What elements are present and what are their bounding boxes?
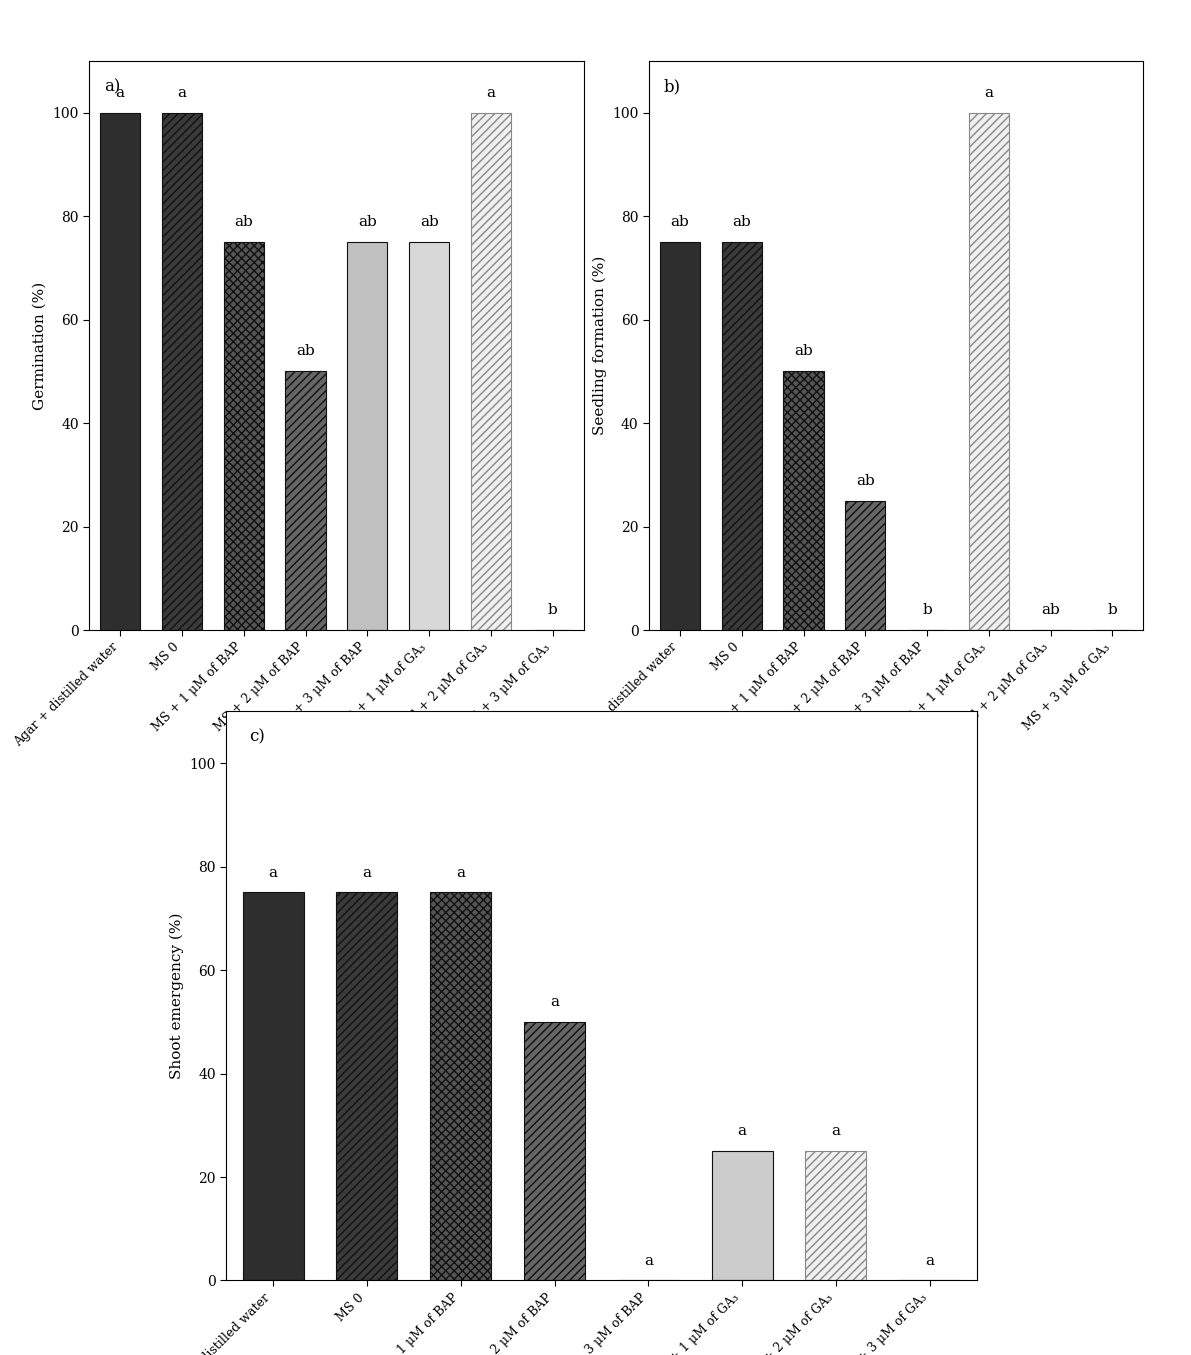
Text: a: a bbox=[737, 1125, 747, 1138]
Text: b): b) bbox=[663, 79, 681, 95]
Bar bbox=[430, 893, 491, 1280]
Text: ab: ab bbox=[358, 215, 376, 229]
Bar bbox=[286, 371, 325, 630]
Bar bbox=[100, 112, 141, 630]
Text: b: b bbox=[922, 603, 933, 617]
Y-axis label: Seedling formation (%): Seedling formation (%) bbox=[592, 256, 606, 435]
Text: c): c) bbox=[249, 729, 264, 745]
Bar bbox=[784, 371, 824, 630]
Text: a: a bbox=[116, 85, 125, 100]
Text: a: a bbox=[925, 1253, 934, 1267]
Text: ab: ab bbox=[235, 215, 254, 229]
Bar bbox=[470, 112, 511, 630]
Text: ab: ab bbox=[671, 215, 690, 229]
Bar bbox=[805, 1152, 866, 1280]
Text: a: a bbox=[985, 85, 993, 100]
Bar bbox=[712, 1152, 773, 1280]
Text: a: a bbox=[269, 866, 278, 879]
Text: b: b bbox=[548, 603, 557, 617]
Text: ab: ab bbox=[419, 215, 438, 229]
Text: a: a bbox=[644, 1253, 653, 1267]
Text: a: a bbox=[831, 1125, 841, 1138]
Bar bbox=[162, 112, 202, 630]
Text: ab: ab bbox=[297, 344, 314, 359]
Text: b: b bbox=[1108, 603, 1117, 617]
Bar bbox=[660, 243, 700, 630]
Y-axis label: Shoot emergency (%): Shoot emergency (%) bbox=[169, 913, 183, 1079]
Bar bbox=[968, 112, 1009, 630]
Bar bbox=[524, 1022, 585, 1280]
Y-axis label: Germination (%): Germination (%) bbox=[33, 282, 46, 409]
Text: ab: ab bbox=[856, 474, 874, 488]
Text: ab: ab bbox=[732, 215, 752, 229]
Text: ab: ab bbox=[1041, 603, 1060, 617]
Text: a: a bbox=[486, 85, 495, 100]
Bar bbox=[243, 893, 304, 1280]
Bar bbox=[224, 243, 264, 630]
Text: a: a bbox=[456, 866, 466, 879]
Bar bbox=[348, 243, 387, 630]
Bar bbox=[409, 243, 449, 630]
Text: a: a bbox=[362, 866, 372, 879]
Bar bbox=[722, 243, 762, 630]
Text: ab: ab bbox=[794, 344, 813, 359]
Text: a): a) bbox=[104, 79, 120, 95]
Text: a: a bbox=[550, 995, 559, 1009]
Bar bbox=[337, 893, 398, 1280]
Bar bbox=[846, 501, 885, 630]
Text: a: a bbox=[177, 85, 187, 100]
